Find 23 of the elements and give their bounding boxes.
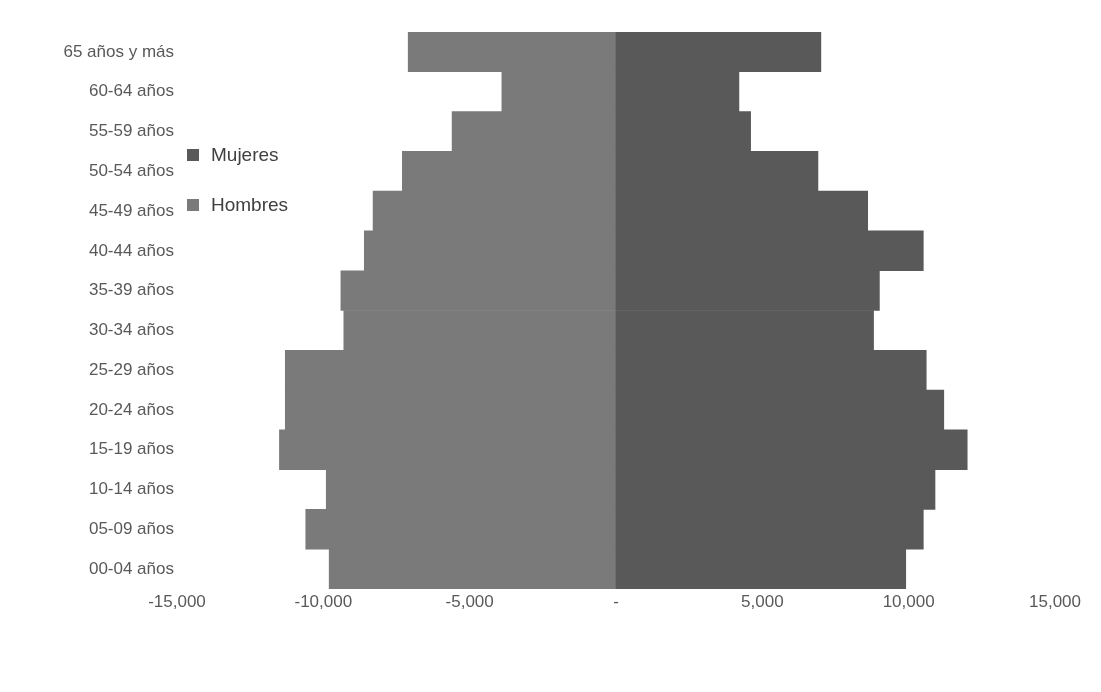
- y-tick-label: 00-04 años: [88, 558, 174, 578]
- y-tick-label: 40-44 años: [88, 240, 174, 260]
- legend-label: Mujeres: [211, 144, 279, 166]
- x-tick-label: 5,000: [741, 591, 784, 611]
- y-tick-label: 10-14 años: [88, 479, 174, 499]
- y-tick-label: 45-49 años: [88, 200, 174, 220]
- y-tick-label: 15-19 años: [88, 439, 174, 459]
- x-tick-label: 10,000: [882, 591, 935, 611]
- y-tick-label: 50-54 años: [88, 160, 174, 180]
- y-tick-label: 65 años y más: [63, 41, 174, 61]
- legend-label: Hombres: [211, 194, 289, 216]
- y-tick-label: 60-64 años: [88, 81, 174, 101]
- x-tick-label: 15,000: [1029, 591, 1081, 611]
- x-tick-label: -10,000: [294, 591, 353, 611]
- y-tick-label: 25-29 años: [88, 359, 174, 379]
- y-tick-label: 05-09 años: [88, 519, 174, 539]
- y-tick-label: 20-24 años: [88, 399, 174, 419]
- y-tick-label: 30-34 años: [88, 320, 174, 340]
- y-tick-label: 35-39 años: [88, 280, 174, 300]
- x-tick-label: -: [613, 591, 619, 611]
- y-tick-label: 55-59 años: [88, 121, 174, 141]
- x-tick-label: -15,000: [148, 591, 206, 611]
- x-tick-label: -5,000: [445, 591, 494, 611]
